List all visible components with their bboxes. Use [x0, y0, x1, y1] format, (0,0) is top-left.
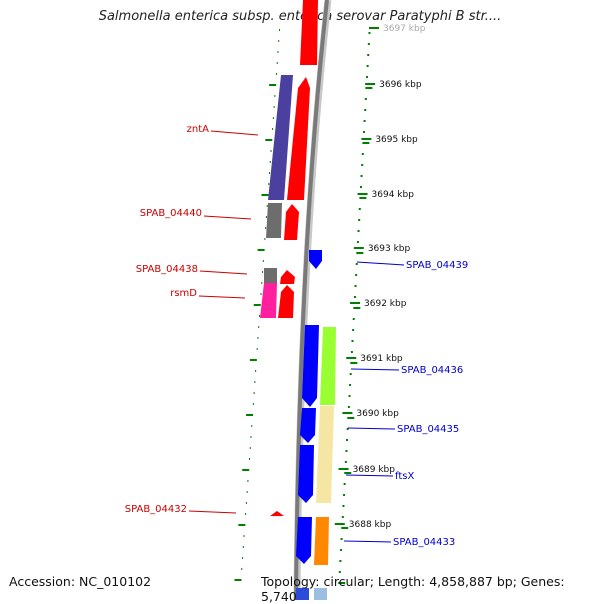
gene-label-left[interactable]: SPAB_04438: [136, 264, 248, 275]
gene-arrow-blue-1[interactable]: [302, 325, 319, 407]
gene-label-leader: [350, 368, 400, 371]
gene-label-text[interactable]: SPAB_04435: [397, 424, 459, 435]
ruler-mark: 3691 kbp: [346, 354, 403, 364]
gene-label-leader: [203, 215, 252, 220]
gene-label-leader: [347, 427, 396, 430]
ruler-label: 3690 kbp: [356, 409, 399, 419]
gene-arrow-red-lower[interactable]: [278, 285, 294, 318]
map-title: Salmonella enterica subsp. enterica sero…: [98, 9, 502, 24]
gene-label-text[interactable]: SPAB_04433: [393, 537, 455, 548]
gene-label-right[interactable]: ftsX: [345, 471, 414, 482]
gene-label-text[interactable]: SPAB_04436: [401, 365, 463, 376]
right-gene-labels: SPAB_04439 SPAB_04436 SPAB_04435 ftsX SPAB_0…: [343, 260, 468, 548]
gene-label-right[interactable]: SPAB_04436: [350, 365, 463, 376]
gene-arrow-red-long[interactable]: [287, 77, 310, 200]
ruler-mark: 3688 kbp: [334, 520, 392, 530]
ruler-mark: 3697 kbp: [369, 24, 426, 34]
ruler-label: 3688 kbp: [349, 520, 392, 530]
gene-label-leader: [188, 510, 237, 514]
ruler-mark: 3695 kbp: [361, 135, 418, 145]
gene-label-leader: [345, 474, 394, 477]
gene-block-lime[interactable]: [320, 327, 336, 405]
gene-label-left[interactable]: SPAB_04432: [125, 504, 237, 515]
gene-label-leader: [199, 270, 248, 275]
gene-block-lightblue-bottom[interactable]: [314, 588, 327, 600]
ruler-label: 3689 kbp: [353, 465, 396, 475]
gene-arrow-blue-bottom[interactable]: [296, 588, 309, 600]
ruler-mark: 3692 kbp: [350, 299, 407, 309]
gene-arrow-blue-3[interactable]: [298, 445, 314, 503]
gene-label-text[interactable]: SPAB_04440: [140, 208, 202, 219]
gene-arrow-blue-4[interactable]: [296, 517, 312, 564]
genome-backbone-core: [294, 0, 329, 600]
gene-label-text[interactable]: ftsX: [395, 471, 414, 482]
ruler-mark: 3689 kbp: [338, 465, 396, 475]
gene-block-magenta[interactable]: [260, 283, 277, 318]
ruler-label: 3691 kbp: [360, 354, 403, 364]
gene-label-text[interactable]: SPAB_04432: [125, 504, 187, 515]
gene-arrow-red-top[interactable]: [300, 0, 318, 65]
ruler-label: 3695 kbp: [375, 135, 418, 145]
gene-label-left[interactable]: SPAB_04440: [140, 208, 252, 220]
gene-label-right[interactable]: SPAB_04433: [343, 537, 455, 548]
green-ticks-left: [234, 29, 280, 581]
left-gene-labels: zntA SPAB_04440 SPAB_04438 rsmD SPAB_04432: [125, 124, 259, 515]
coordinate-ruler: 3697 kbp 3696 kbp 3695 kbp 3694 kbp 3693 kbp…: [334, 24, 426, 530]
gene-label-text[interactable]: SPAB_04438: [136, 264, 198, 275]
gene-arrow-blue-small[interactable]: [309, 250, 322, 269]
ruler-label: 3697 kbp: [383, 24, 426, 34]
gene-block-purple[interactable]: [268, 75, 293, 200]
gene-label-leader: [343, 540, 392, 543]
gene-label-right[interactable]: SPAB_04435: [347, 424, 459, 435]
gene-arrow-red-small[interactable]: [280, 270, 295, 284]
gene-block-orange[interactable]: [314, 517, 329, 565]
gene-label-leader: [210, 130, 259, 136]
ruler-label: 3692 kbp: [364, 299, 407, 309]
gene-label-text[interactable]: zntA: [187, 124, 210, 135]
gene-block-gray-small[interactable]: [264, 268, 277, 283]
ruler-mark: 3690 kbp: [342, 409, 399, 419]
gene-arrow-red-mid[interactable]: [284, 204, 299, 240]
gene-label-right[interactable]: SPAB_04439: [356, 260, 468, 271]
ruler-mark: 3694 kbp: [357, 190, 415, 200]
gene-label-text[interactable]: SPAB_04439: [406, 260, 468, 271]
ruler-label: 3696 kbp: [379, 80, 422, 90]
gene-block-wheat[interactable]: [316, 406, 334, 503]
gene-arrow-blue-2[interactable]: [300, 408, 316, 443]
gene-label-leader: [198, 295, 246, 299]
gene-label-leader: [356, 261, 405, 266]
green-ticks-right: [338, 32, 373, 584]
gene-label-text[interactable]: rsmD: [170, 288, 197, 299]
ruler-mark: 3693 kbp: [353, 244, 411, 254]
accession-text: Accession: NC_010102: [9, 574, 152, 589]
ruler-mark: 3696 kbp: [365, 80, 422, 90]
gene-block-gray[interactable]: [266, 203, 282, 238]
gene-label-left[interactable]: rsmD: [170, 288, 246, 299]
gene-arrow-red-tiny[interactable]: [270, 511, 284, 516]
gene-label-left[interactable]: zntA: [187, 124, 259, 136]
ruler-label: 3694 kbp: [372, 190, 415, 200]
ruler-label: 3693 kbp: [368, 244, 411, 254]
